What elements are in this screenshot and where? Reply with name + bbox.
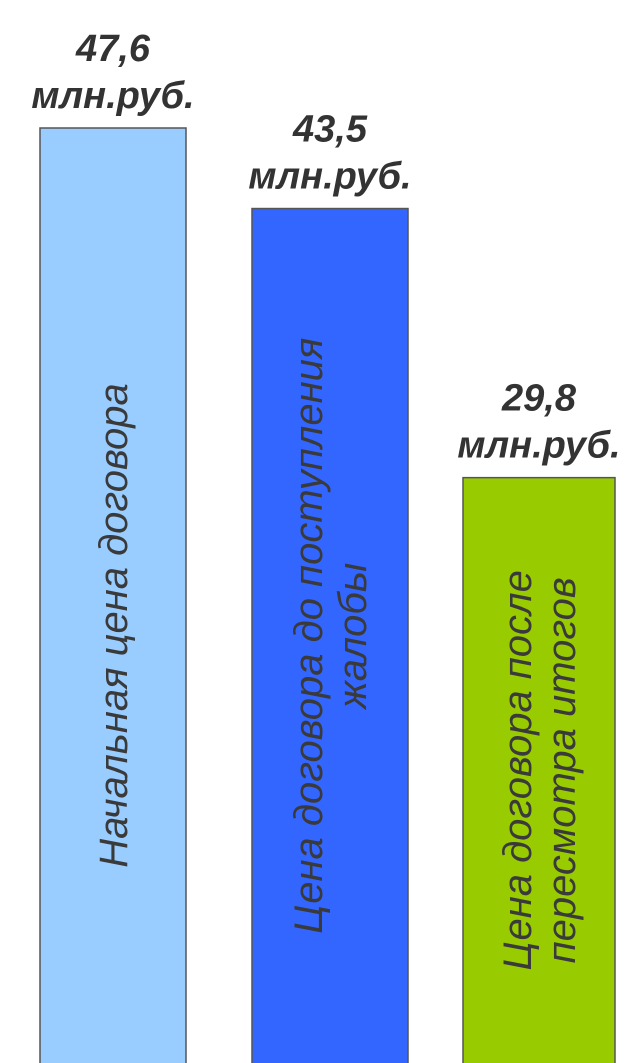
bar-label-2-line-1: Цена договора до поступления (287, 338, 331, 934)
bar-label-group-3: Цена договора после пересмотра итогов (496, 570, 584, 970)
value-label-3: 29,8 (501, 378, 577, 420)
bar-1 (39, 127, 187, 1063)
bar-2 (251, 207, 409, 1063)
unit-label-1: млн.руб. (31, 75, 194, 117)
bar-3 (462, 476, 616, 1063)
bar-label-3-line-1: Цена договора после (496, 570, 540, 970)
bar-label-group-2: Цена договора до поступления жалобы (287, 338, 375, 934)
value-label-1: 47,6 (75, 28, 151, 70)
unit-label-2: млн.руб. (248, 156, 411, 198)
bar-label-3-line-2: пересмотра итогов (540, 577, 584, 963)
bar-label-group-1: Начальная цена договора (92, 383, 136, 867)
value-label-2: 43,5 (292, 109, 368, 151)
bar-label-1-line-1: Начальная цена договора (92, 383, 136, 867)
bar-label-2-line-2: жалобы (331, 563, 375, 711)
unit-label-3: млн.руб. (457, 425, 620, 467)
